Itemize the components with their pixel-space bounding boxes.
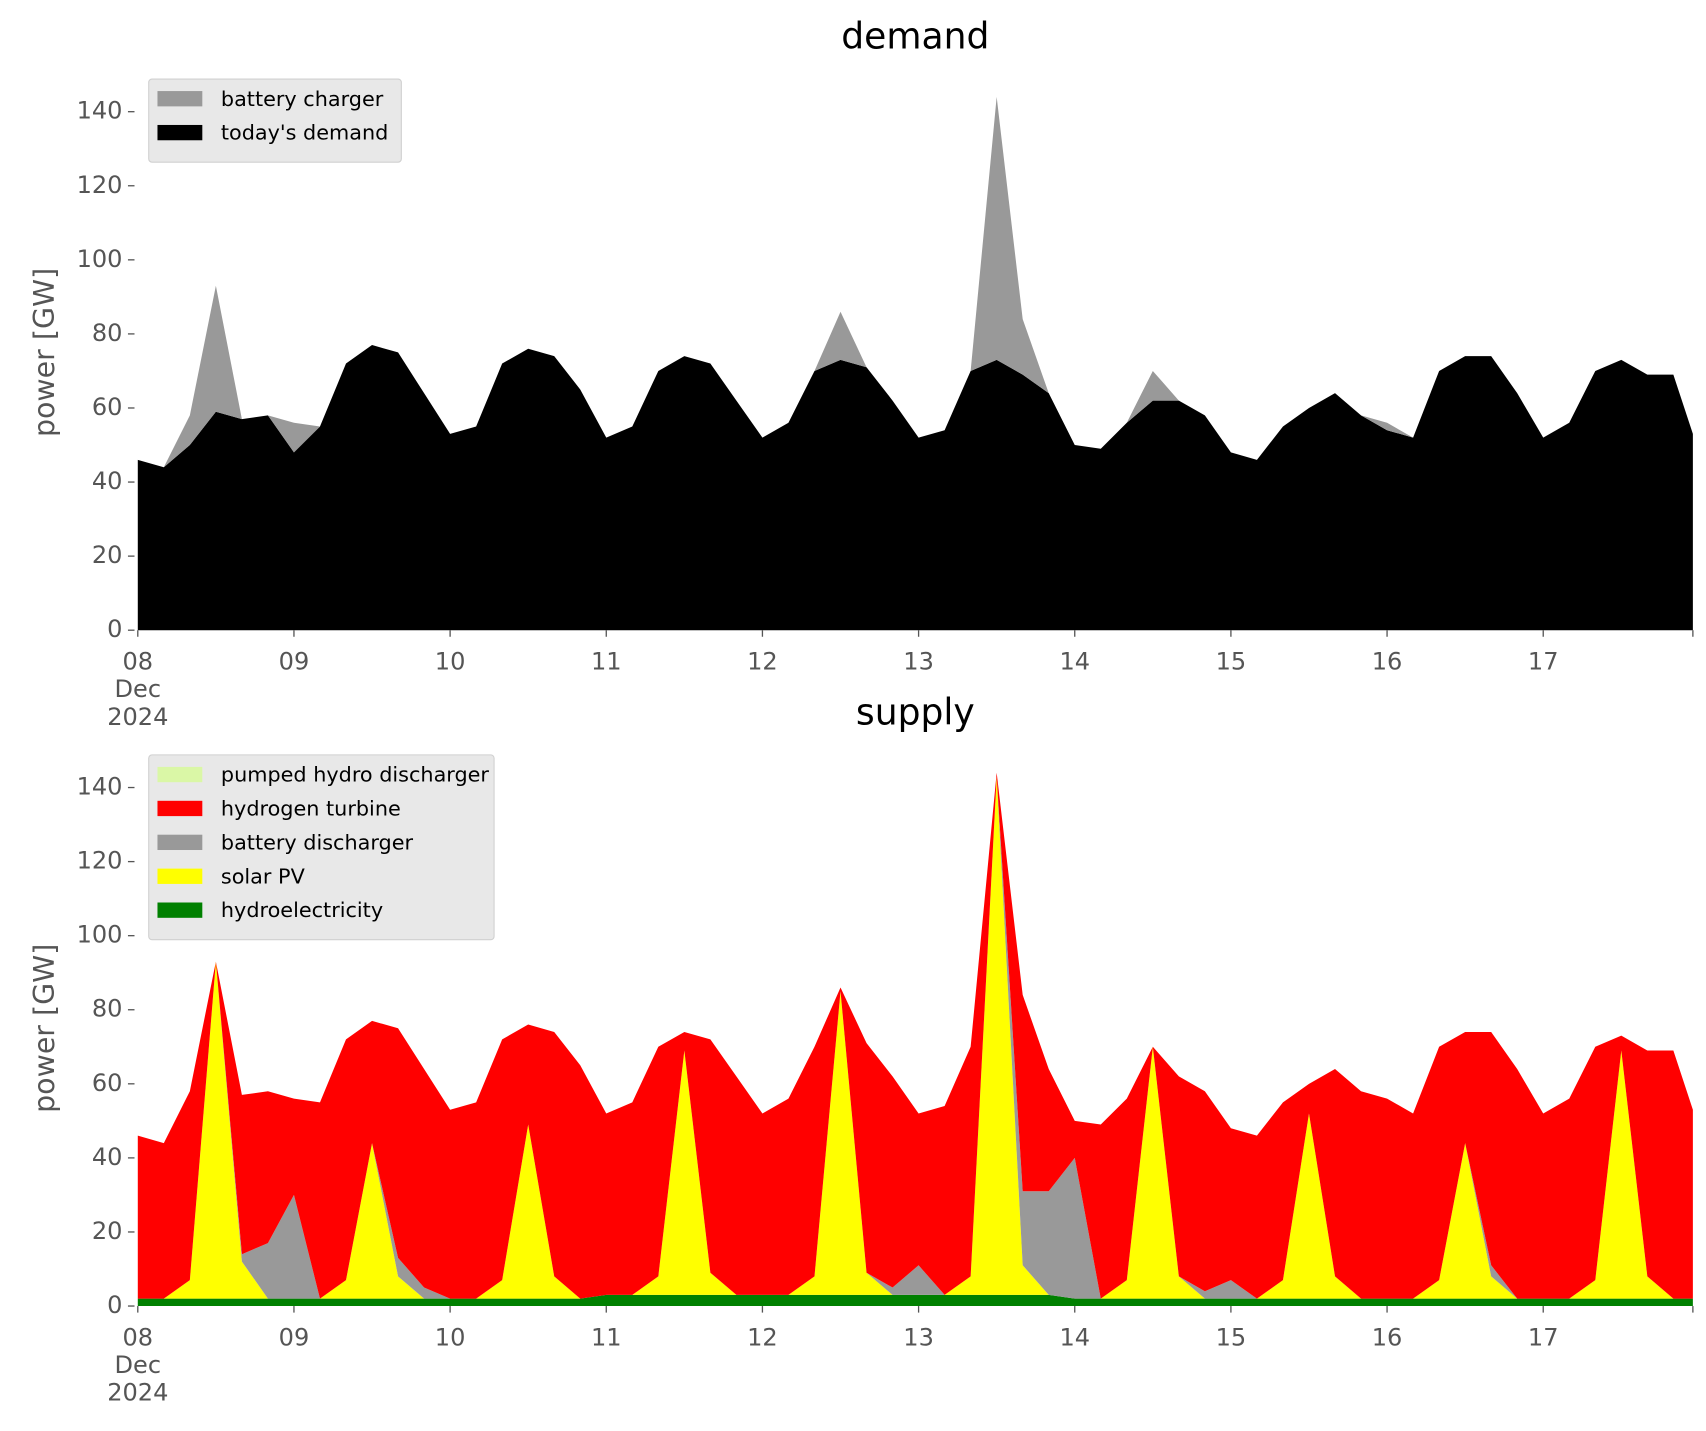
x-tick-label: 13	[903, 648, 934, 676]
y-tick-label: 20	[92, 541, 123, 569]
area	[137, 1294, 1693, 1307]
area	[137, 96, 1693, 468]
legend-swatch	[157, 868, 203, 884]
legend-box	[148, 78, 402, 163]
x-tick-label: 12	[747, 1323, 778, 1351]
legend-label: today's demand	[221, 121, 388, 145]
legend-swatch	[157, 124, 203, 141]
y-tick-label: 60	[92, 1069, 123, 1097]
area	[137, 772, 1693, 1299]
x-tick-label: 13	[903, 1323, 934, 1351]
chart-title: supply	[856, 691, 975, 733]
area	[137, 776, 1693, 1299]
legend-label: battery charger	[221, 87, 384, 111]
legend-label: hydrogen turbine	[221, 797, 401, 821]
y-tick-label: 80	[92, 319, 123, 347]
x-tick-label: 12	[747, 648, 778, 676]
legend-swatch	[157, 800, 203, 817]
legend-label: pumped hydro discharger	[221, 763, 490, 787]
y-tick-label: 40	[92, 467, 123, 495]
x-tick-label: 14	[1059, 648, 1090, 676]
chart-title: demand	[841, 16, 989, 58]
y-tick-label: 120	[77, 171, 123, 199]
x-tick-label: 17	[1528, 1323, 1559, 1351]
x-tick-label: 09	[279, 1323, 310, 1351]
x-tick-label: 16	[1372, 648, 1403, 676]
y-tick-label: 60	[92, 393, 123, 421]
x-tick-label: 10	[435, 1323, 466, 1351]
x-tick-label: 17	[1528, 648, 1559, 676]
y-tick-label: 120	[77, 847, 123, 875]
y-tick-label: 0	[107, 615, 122, 643]
x-tick-label: 14	[1059, 1323, 1090, 1351]
y-axis-label: power [GW]	[28, 268, 61, 437]
legend-label: solar PV	[221, 864, 306, 888]
legend-swatch	[157, 834, 203, 851]
x-tick-label: 16	[1372, 1323, 1403, 1351]
y-tick-label: 20	[92, 1217, 123, 1245]
legend-label: battery discharger	[221, 830, 414, 854]
area	[137, 345, 1693, 631]
legend-box	[148, 754, 495, 941]
legend-label: hydroelectricity	[221, 898, 383, 922]
y-tick-label: 140	[77, 773, 123, 801]
x-tick-label: 15	[1216, 648, 1247, 676]
x-tick-label: 10	[435, 648, 466, 676]
y-tick-label: 40	[92, 1143, 123, 1171]
y-tick-label: 100	[77, 245, 123, 273]
y-tick-label: 140	[77, 97, 123, 125]
legend-swatch	[157, 902, 203, 918]
y-axis-label: power [GW]	[28, 944, 61, 1113]
y-tick-label: 0	[107, 1291, 122, 1319]
y-tick-label: 80	[92, 995, 123, 1023]
x-tick-label: 09	[279, 648, 310, 676]
x-tick-label: 08 Dec 2024	[107, 1323, 168, 1406]
legend-swatch	[157, 91, 203, 107]
y-tick-label: 100	[77, 921, 123, 949]
x-tick-label: 11	[591, 648, 622, 676]
x-tick-label: 11	[591, 1323, 622, 1351]
x-tick-label: 15	[1216, 1323, 1247, 1351]
area	[137, 776, 1693, 1299]
x-tick-label: 08 Dec 2024	[107, 648, 168, 731]
legend-swatch	[157, 766, 203, 783]
